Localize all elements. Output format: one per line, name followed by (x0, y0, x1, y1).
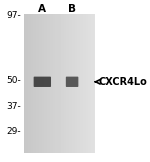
Text: 50-: 50- (6, 76, 21, 85)
FancyBboxPatch shape (66, 77, 78, 87)
Text: A: A (38, 4, 46, 14)
Text: 97-: 97- (6, 11, 21, 20)
FancyBboxPatch shape (34, 77, 51, 87)
Text: 37-: 37- (6, 102, 21, 111)
Text: CXCR4Lo: CXCR4Lo (98, 77, 147, 87)
Text: B: B (68, 4, 76, 14)
Text: 29-: 29- (7, 127, 21, 136)
